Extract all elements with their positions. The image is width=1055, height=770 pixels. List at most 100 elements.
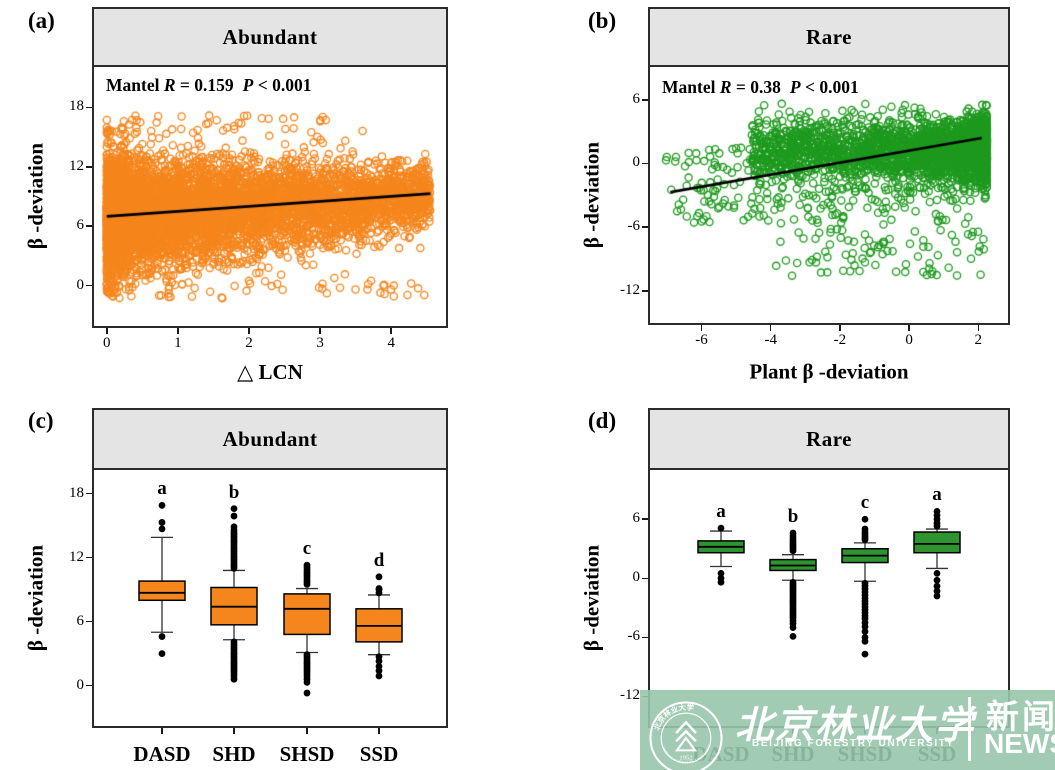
outlier-point bbox=[717, 524, 725, 532]
outlier-point bbox=[375, 657, 383, 665]
outlier-point bbox=[158, 650, 166, 658]
significance-letter: a bbox=[157, 478, 167, 500]
y-axis-tick-label: 0 bbox=[632, 569, 641, 586]
category-tick-mark bbox=[378, 728, 380, 734]
panel-a-plot-area: Mantel R = 0.159 P < 0.001 bbox=[92, 65, 448, 328]
outlier-point bbox=[375, 585, 383, 592]
annotation-p: P bbox=[789, 77, 801, 97]
panel-d-plot-area bbox=[648, 468, 1010, 728]
y-axis-tick-mark bbox=[86, 225, 92, 227]
y-axis-tick-mark bbox=[642, 290, 648, 292]
y-axis-tick-label: 6 bbox=[76, 217, 85, 234]
outlier-point bbox=[861, 650, 869, 658]
y-axis-tick-mark bbox=[642, 162, 648, 165]
outlier-point bbox=[717, 569, 725, 577]
outlier-point bbox=[230, 675, 238, 683]
annotation-p-value: < 0.001 bbox=[253, 75, 312, 95]
panel-c-title: Abundant bbox=[222, 426, 318, 451]
outlier-point bbox=[861, 515, 869, 523]
x-axis-tick-mark bbox=[977, 325, 979, 331]
significance-letter: a bbox=[932, 484, 942, 506]
x-axis-tick-label: 1 bbox=[174, 335, 182, 351]
x-axis-tick-mark bbox=[769, 325, 772, 331]
y-axis-tick-mark bbox=[642, 577, 648, 580]
panel-a-mantel-annotation: Mantel R = 0.159 P < 0.001 bbox=[106, 75, 311, 96]
y-axis-tick-label: 18 bbox=[69, 484, 84, 501]
annotation-r-value: = 0.159 bbox=[175, 75, 234, 95]
outlier-point bbox=[933, 576, 941, 584]
outlier-point bbox=[933, 507, 941, 515]
panel-c-boxplot bbox=[138, 501, 403, 697]
panel-d-y-axis-title: β -deviation bbox=[579, 544, 604, 652]
panel-b-y-axis-title: β -deviation bbox=[579, 141, 604, 249]
news-label-chinese: 新闻 bbox=[986, 700, 1055, 736]
y-axis-tick-label: 12 bbox=[69, 548, 84, 565]
y-axis-tick-mark bbox=[642, 226, 648, 228]
news-label-english: NEWS bbox=[984, 728, 1055, 759]
logo-pine-base bbox=[674, 736, 698, 752]
outlier-point bbox=[933, 587, 941, 595]
y-axis-tick-label: 18 bbox=[69, 98, 84, 115]
outlier-point bbox=[230, 505, 238, 512]
panel-d-title: Rare bbox=[806, 426, 852, 451]
panel-b-title: Rare bbox=[806, 24, 852, 49]
annotation-text: Mantel bbox=[106, 75, 164, 95]
y-axis-tick-mark bbox=[86, 106, 92, 109]
annotation-p: P bbox=[242, 75, 254, 95]
outlier-point bbox=[861, 628, 869, 635]
outlier-point bbox=[861, 525, 869, 533]
x-axis-tick-label: 4 bbox=[387, 335, 395, 351]
university-name-chinese: 北京林业大学 bbox=[735, 705, 976, 747]
panel-c-title-strip: Abundant bbox=[92, 408, 448, 468]
y-axis-tick-mark bbox=[642, 636, 648, 639]
x-axis-tick-label: -4 bbox=[764, 332, 777, 348]
watermark-band: 北京林业大学 BEIJING FORESTRY UNIVERSITY 1952 … bbox=[640, 690, 1055, 770]
y-axis-tick-label: -6 bbox=[627, 218, 641, 235]
outlier-point bbox=[933, 582, 941, 590]
y-axis-tick-mark bbox=[86, 492, 92, 495]
category-label-dasd: DASD bbox=[133, 742, 191, 766]
category-label-shsd: SHSD bbox=[279, 742, 335, 766]
significance-letter: a bbox=[716, 501, 726, 523]
significance-letter: b bbox=[228, 481, 240, 503]
category-label-ssd: SSD bbox=[359, 742, 399, 766]
annotation-r: R bbox=[163, 75, 176, 95]
y-axis-tick-label: 12 bbox=[69, 157, 84, 174]
outlier-point bbox=[861, 623, 869, 630]
category-tick-mark bbox=[306, 728, 308, 734]
x-axis-tick-label: 0 bbox=[905, 332, 913, 348]
significance-letter: c bbox=[860, 492, 870, 514]
logo-year: 1952 bbox=[679, 754, 692, 761]
panel-a-title: Abundant bbox=[222, 24, 318, 49]
x-axis-tick-mark bbox=[319, 328, 321, 334]
x-axis-tick-mark bbox=[177, 328, 179, 334]
outlier-point bbox=[158, 519, 166, 526]
significance-letter: c bbox=[302, 538, 312, 560]
outlier-point bbox=[375, 573, 383, 581]
outlier-point bbox=[375, 667, 383, 675]
panel-c-y-axis-title: β -deviation bbox=[23, 544, 48, 652]
outlier-point bbox=[933, 569, 941, 577]
annotation-r: R bbox=[719, 77, 732, 97]
x-axis-tick-mark bbox=[908, 325, 910, 331]
panel-d-label: (d) bbox=[588, 408, 617, 433]
panel-a-scatter-canvas bbox=[94, 67, 446, 326]
panel-a-x-axis-title: △ LCN bbox=[237, 360, 303, 384]
outlier-point bbox=[158, 633, 166, 640]
y-axis-tick-label: 6 bbox=[632, 510, 641, 527]
outlier-point bbox=[861, 637, 869, 645]
y-axis-tick-label: 0 bbox=[632, 154, 641, 171]
box-iqr bbox=[138, 580, 186, 602]
box-iqr bbox=[283, 593, 331, 636]
outlier-point bbox=[303, 561, 311, 569]
x-axis-tick-mark bbox=[248, 328, 250, 334]
panel-b-scatter-canvas bbox=[650, 67, 1008, 323]
x-axis-tick-mark bbox=[700, 325, 703, 331]
outlier-point bbox=[717, 578, 725, 586]
annotation-text: Mantel bbox=[662, 77, 720, 97]
annotation-r-value: = 0.38 bbox=[731, 77, 781, 97]
x-axis-tick-label: -6 bbox=[695, 332, 708, 348]
y-axis-tick-mark bbox=[86, 684, 92, 687]
box-iqr bbox=[913, 531, 961, 554]
